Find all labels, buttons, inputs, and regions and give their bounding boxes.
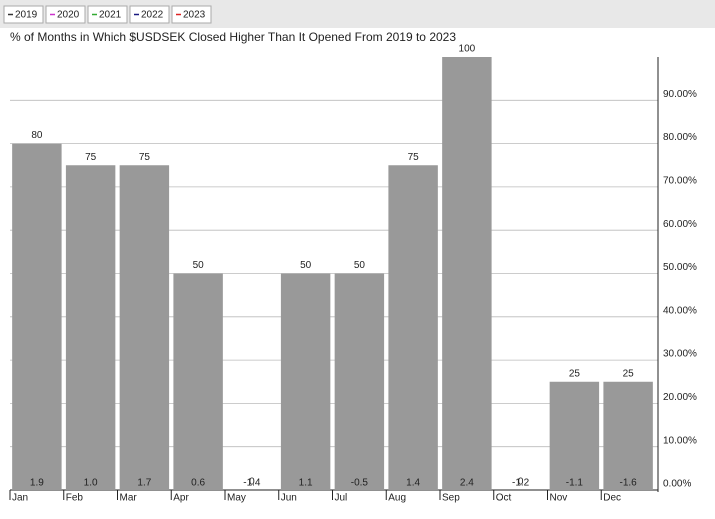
legend-label: 2021 (99, 10, 122, 21)
bar (549, 381, 600, 490)
y-tick-label: 50.00% (663, 262, 697, 273)
x-tick-label: Jul (335, 493, 348, 504)
data-label: 75 (408, 152, 420, 163)
change-label: 1.7 (137, 478, 151, 489)
legend-button[interactable] (129, 5, 170, 24)
data-label: 0 (518, 477, 524, 488)
data-label: 0 (249, 477, 255, 488)
change-label: 1.1 (299, 478, 313, 489)
change-label: 1.9 (30, 478, 44, 489)
y-tick-label: 10.00% (663, 435, 697, 446)
bar (334, 273, 385, 490)
legend: 2019 2020 2021 2022 2023 (3, 5, 212, 24)
x-tick-label: Dec (603, 493, 621, 504)
change-label: -1.2 (512, 478, 530, 489)
bar (280, 273, 331, 490)
change-label: 2.4 (460, 478, 474, 489)
y-tick-label: 80.00% (663, 132, 697, 143)
x-tick-label: Nov (550, 493, 568, 504)
change-label: -0.5 (351, 478, 369, 489)
x-tick-label: Jan (12, 493, 28, 504)
legend-button[interactable] (87, 5, 128, 24)
change-label: 1.4 (406, 478, 420, 489)
data-label: 80 (31, 130, 43, 141)
bar (603, 381, 653, 490)
y-tick-label: 60.00% (663, 219, 697, 230)
change-label: -1.1 (566, 478, 584, 489)
data-label: 75 (85, 152, 97, 163)
x-tick-label: Sep (442, 493, 460, 504)
legend-label: 2020 (57, 10, 80, 21)
y-tick-label: 40.00% (663, 305, 697, 316)
legend-label: 2019 (15, 10, 38, 21)
data-label: 50 (193, 260, 205, 271)
x-tick-label: Oct (496, 493, 512, 504)
y-tick-label: 0.00% (663, 479, 691, 490)
bar (442, 57, 492, 490)
legend-label: 2023 (183, 10, 206, 21)
data-label: 75 (139, 152, 151, 163)
bar (12, 143, 62, 490)
x-tick-label: Aug (388, 493, 406, 504)
x-tick-label: May (227, 493, 246, 504)
y-tick-label: 70.00% (663, 176, 697, 187)
bar (388, 165, 438, 490)
data-label: 50 (300, 260, 312, 271)
bar (119, 165, 170, 490)
data-label: 25 (623, 368, 635, 379)
change-label: 0.6 (191, 478, 205, 489)
x-tick-label: Jun (281, 493, 297, 504)
change-label: -1.4 (243, 478, 261, 489)
x-tick-label: Apr (173, 493, 189, 504)
y-tick-label: 30.00% (663, 349, 697, 360)
x-tick-label: Mar (120, 493, 138, 504)
y-tick-label: 90.00% (663, 89, 697, 100)
change-label: 1.0 (84, 478, 98, 489)
x-tick-label: Feb (66, 493, 84, 504)
y-tick-label: 20.00% (663, 392, 697, 403)
legend-button[interactable] (171, 5, 212, 24)
change-label: -1.6 (620, 478, 638, 489)
chart-title: % of Months in Which $USDSEK Closed High… (10, 30, 456, 44)
legend-button[interactable] (45, 5, 86, 24)
legend-button[interactable] (3, 5, 44, 24)
bar (173, 273, 223, 490)
data-label: 50 (354, 260, 366, 271)
legend-label: 2022 (141, 10, 164, 21)
data-label: 25 (569, 368, 581, 379)
bar (65, 165, 116, 490)
data-label: 100 (459, 44, 476, 55)
